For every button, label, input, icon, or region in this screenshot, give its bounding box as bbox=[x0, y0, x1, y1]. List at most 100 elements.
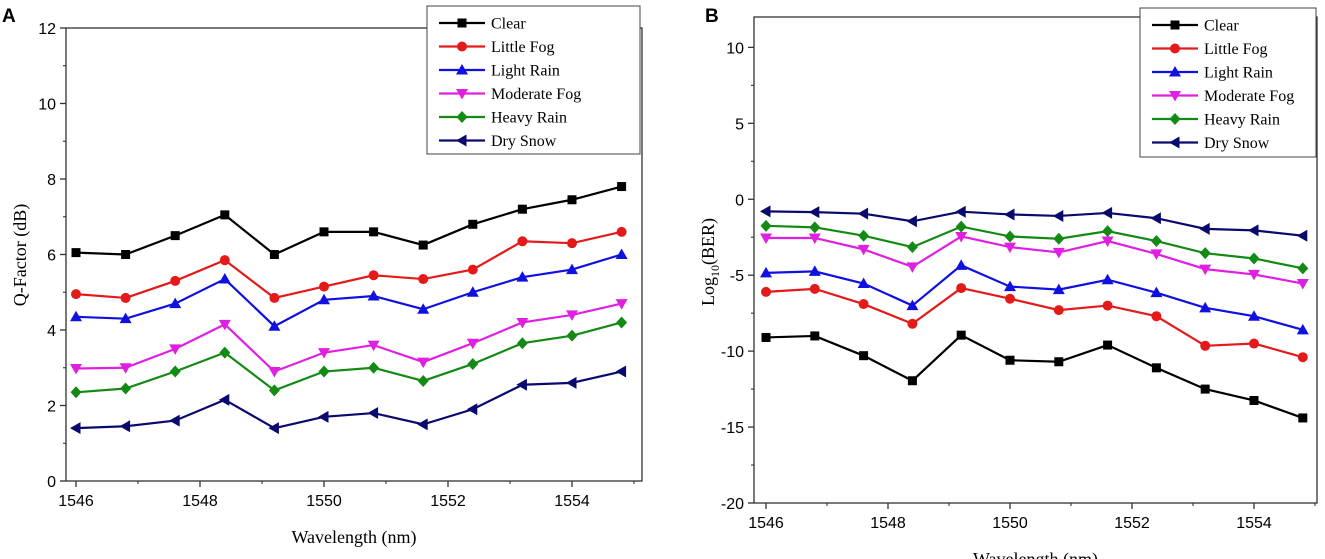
legend-label: Light Rain bbox=[491, 63, 560, 80]
data-point bbox=[467, 357, 479, 370]
series-little-fog bbox=[761, 283, 1308, 363]
legend: Clear Little Fog Light Rain Moderate Fog Hea… bbox=[1139, 7, 1317, 158]
data-point bbox=[269, 292, 280, 303]
legend-box bbox=[426, 5, 641, 155]
data-point bbox=[1298, 413, 1308, 423]
data-point bbox=[761, 286, 771, 297]
data-point bbox=[268, 320, 281, 331]
data-point bbox=[169, 344, 182, 355]
data-point bbox=[760, 233, 772, 244]
y-tick-label: 10 bbox=[726, 40, 744, 57]
data-point bbox=[1296, 279, 1309, 290]
data-point bbox=[956, 330, 966, 340]
data-point bbox=[466, 338, 479, 350]
legend-marker bbox=[1169, 136, 1180, 149]
data-point bbox=[1297, 262, 1309, 275]
legend-marker bbox=[456, 89, 468, 100]
data-point bbox=[566, 329, 578, 342]
data-point bbox=[467, 264, 478, 275]
series-line bbox=[766, 235, 1304, 285]
chart-panel-a: A 0 2 4 6 8 10 12 1546 1548 1550 1552 1554 Wavelength… bbox=[2, 5, 643, 548]
data-point bbox=[857, 277, 870, 289]
legend-label: Moderate Fog bbox=[1204, 88, 1294, 105]
y-axis-label: Log10(BER) bbox=[698, 218, 722, 306]
data-point bbox=[1052, 283, 1065, 295]
data-point bbox=[1199, 247, 1211, 260]
series-moderate-fog bbox=[760, 231, 1309, 290]
data-point bbox=[566, 310, 578, 321]
legend-label: Clear bbox=[1204, 18, 1239, 35]
y-axis-label-tail: (BER) bbox=[698, 218, 719, 265]
series-clear bbox=[761, 330, 1308, 423]
data-point bbox=[1296, 229, 1308, 242]
series-line bbox=[75, 321, 622, 394]
data-point bbox=[760, 219, 772, 232]
data-point bbox=[1053, 232, 1065, 245]
legend-marker bbox=[456, 134, 467, 147]
data-point bbox=[1004, 208, 1015, 221]
data-point bbox=[418, 274, 429, 285]
data-point bbox=[468, 219, 478, 229]
series-line bbox=[75, 230, 622, 300]
data-point bbox=[1054, 357, 1064, 367]
data-point bbox=[1005, 293, 1015, 304]
data-point bbox=[70, 310, 82, 322]
data-point bbox=[1004, 280, 1016, 292]
data-point bbox=[268, 384, 280, 397]
data-point bbox=[615, 299, 628, 310]
series-light-rain bbox=[70, 248, 628, 331]
data-point bbox=[810, 331, 820, 341]
legend-marker bbox=[1169, 66, 1181, 77]
data-point bbox=[368, 270, 379, 281]
data-point bbox=[219, 346, 231, 359]
series-line bbox=[765, 224, 1304, 270]
y-tick-label: -10 bbox=[721, 344, 744, 361]
data-point bbox=[808, 206, 820, 219]
data-point bbox=[1248, 269, 1260, 281]
data-point bbox=[417, 374, 429, 387]
y-tick-label: -20 bbox=[721, 496, 744, 513]
data-point bbox=[1004, 230, 1016, 243]
series-line bbox=[765, 264, 1304, 331]
data-point bbox=[517, 236, 528, 247]
legend-label: Heavy Rain bbox=[1204, 112, 1280, 129]
data-point bbox=[907, 318, 918, 329]
data-point bbox=[1151, 363, 1161, 373]
data-point bbox=[1297, 352, 1308, 363]
data-point bbox=[955, 231, 968, 243]
legend-marker bbox=[1169, 113, 1181, 125]
data-point bbox=[1151, 311, 1162, 322]
series-line bbox=[765, 210, 1303, 237]
data-point bbox=[1150, 249, 1163, 260]
data-point bbox=[319, 281, 329, 292]
data-point bbox=[517, 204, 527, 214]
data-point bbox=[417, 418, 428, 431]
data-point bbox=[1150, 286, 1163, 298]
x-tick-label: 1554 bbox=[554, 493, 590, 510]
data-point bbox=[1296, 323, 1309, 335]
y-tick-label: 6 bbox=[47, 248, 56, 265]
data-point bbox=[809, 283, 820, 294]
series-line bbox=[75, 370, 622, 430]
data-point bbox=[567, 238, 577, 249]
series-heavy-rain bbox=[70, 316, 628, 399]
x-tick-label: 1552 bbox=[1114, 515, 1150, 532]
y-axis-label-subscript: 10 bbox=[708, 265, 722, 277]
data-point bbox=[119, 312, 132, 324]
series-line bbox=[75, 302, 622, 373]
y-axis-label-main: Q-Factor (dB) bbox=[10, 204, 31, 306]
y-tick-label: 0 bbox=[735, 192, 744, 209]
legend-label: Little Fog bbox=[1204, 41, 1268, 58]
data-point bbox=[1150, 212, 1161, 225]
data-point bbox=[616, 316, 628, 329]
x-axis-label: Wavelength (nm) bbox=[291, 527, 416, 548]
data-point bbox=[318, 365, 330, 378]
data-point bbox=[417, 357, 430, 369]
data-point bbox=[615, 365, 627, 378]
y-tick-label: -5 bbox=[730, 268, 744, 285]
data-point bbox=[857, 244, 870, 256]
data-point bbox=[1248, 252, 1260, 265]
data-point bbox=[566, 263, 578, 275]
y-tick-label: 0 bbox=[47, 474, 56, 491]
